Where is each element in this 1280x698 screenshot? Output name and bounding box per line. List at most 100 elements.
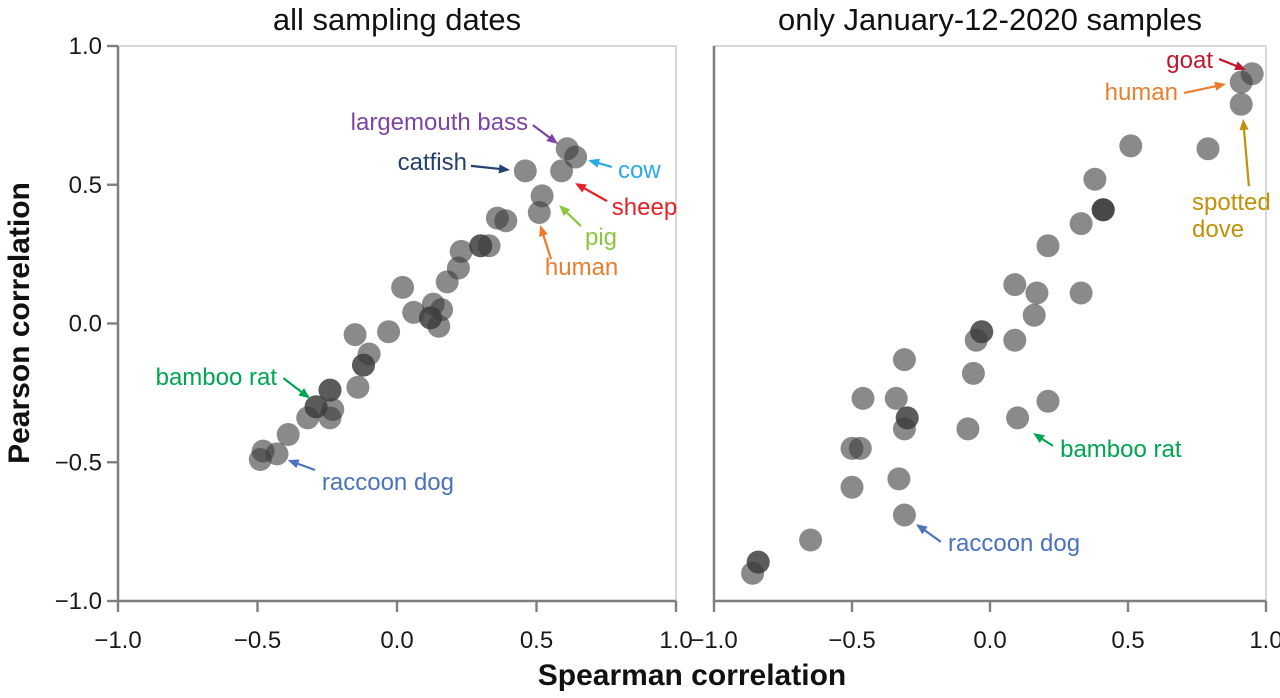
x-axis-label: Spearman correlation <box>537 659 847 692</box>
annotation-label-spotted-dove: spotted <box>1192 189 1271 216</box>
annotation-label-bamboo-rat: bamboo rat <box>156 364 278 391</box>
point-raccoon-dog <box>892 503 916 527</box>
annotation-arrowhead-pig <box>559 205 571 216</box>
annotation-arrow-largemouth-bass <box>532 124 553 141</box>
data-point <box>346 375 370 399</box>
data-point <box>1069 212 1093 236</box>
point-human <box>1229 70 1253 94</box>
annotation-arrowhead-bamboo-rat <box>1033 433 1045 443</box>
annotation-arrow-spotted-dove <box>1242 126 1250 187</box>
annotation-label-human: human <box>1105 79 1178 106</box>
annotation-arrowhead-bamboo-rat <box>298 388 310 399</box>
data-point <box>892 348 916 372</box>
x-tick-label: 0.0 <box>380 627 413 654</box>
annotation-arrow-raccoon-dog <box>294 461 316 472</box>
x-tick-label: 0.5 <box>520 627 553 654</box>
annotation-arrowhead-catfish <box>498 164 510 174</box>
x-tick-label: −0.5 <box>234 627 281 654</box>
data-point <box>848 436 872 460</box>
data-point <box>276 423 300 446</box>
annotation-arrow-goat <box>1218 58 1240 68</box>
data-point <box>799 528 823 552</box>
data-point <box>741 561 765 585</box>
point-human <box>527 201 551 224</box>
data-point <box>1036 389 1060 413</box>
data-point <box>964 328 988 352</box>
left-panel-title: all sampling dates <box>272 2 522 37</box>
annotation-arrow-human <box>541 232 553 260</box>
point-sheep <box>550 159 574 183</box>
data-point <box>1119 134 1143 158</box>
data-point <box>435 270 459 294</box>
y-tick-label: −1.0 <box>55 588 102 615</box>
data-point <box>318 406 342 430</box>
data-point <box>956 417 980 441</box>
data-point <box>1091 198 1115 222</box>
x-tick-label: 0.5 <box>1111 627 1144 654</box>
annotation-arrow-bamboo-rat <box>282 377 305 395</box>
annotation-arrowhead-largemouth-bass <box>546 133 558 144</box>
data-point <box>248 448 272 471</box>
data-point <box>1022 303 1046 327</box>
data-point <box>887 467 911 491</box>
y-tick-label: −0.5 <box>55 449 102 476</box>
data-point <box>1196 137 1220 161</box>
data-point <box>477 234 501 258</box>
annotation-label-largemouth-bass: largemouth bass <box>351 109 528 136</box>
data-point <box>1025 281 1049 305</box>
annotation-label-spotted-dove: dove <box>1192 216 1244 243</box>
annotation-label-cow: cow <box>618 157 661 184</box>
y-axis-label: Pearson correlation <box>3 182 36 464</box>
data-point <box>851 386 875 410</box>
x-tick-label: −0.5 <box>828 627 875 654</box>
data-point <box>1003 328 1027 352</box>
point-catfish <box>513 159 537 183</box>
data-point <box>1036 234 1060 258</box>
x-tick-label: 1.0 <box>1249 627 1280 654</box>
data-point <box>296 406 320 430</box>
data-point <box>892 417 916 441</box>
annotation-label-raccoon-dog: raccoon dog <box>322 469 454 496</box>
annotation-label-goat: goat <box>1166 47 1213 74</box>
annotation-arrowhead-human <box>1214 81 1226 91</box>
data-point <box>884 386 908 410</box>
data-point <box>840 475 864 499</box>
data-point <box>494 209 518 233</box>
point-spotted-dove <box>1229 92 1253 116</box>
annotation-arrow-sheep <box>581 186 608 203</box>
annotation-label-sheep: sheep <box>612 194 677 221</box>
annotation-arrowhead-cow <box>588 158 600 168</box>
x-tick-label: −1.0 <box>690 627 737 654</box>
annotation-arrowhead-raccoon-dog <box>287 459 300 469</box>
data-point <box>1003 273 1027 297</box>
data-point <box>343 323 367 347</box>
data-point <box>391 275 415 299</box>
annotation-arrowhead-goat <box>1234 61 1247 70</box>
annotation-arrow-catfish <box>470 164 503 171</box>
annotation-label-catfish: catfish <box>398 149 467 176</box>
data-point <box>1069 281 1093 305</box>
y-tick-label: 0.5 <box>69 172 102 199</box>
y-tick-label: 0.0 <box>69 311 102 338</box>
data-point <box>961 361 985 385</box>
annotation-arrow-human <box>1183 84 1219 94</box>
x-tick-label: 0.0 <box>973 627 1006 654</box>
point-cow <box>564 145 588 169</box>
annotation-arrowhead-spotted-dove <box>1239 119 1249 131</box>
annotation-arrowhead-raccoon-dog <box>916 524 928 535</box>
data-point <box>427 314 451 338</box>
y-tick-label: 1.0 <box>69 33 102 60</box>
panel-all-dates: −1.0 −0.5 0.0 0.5 1.0 1.0 0.5 0.0 −0.5 −1.0 largem… <box>55 33 693 654</box>
annotation-label-human: human <box>545 254 618 281</box>
annotation-label-bamboo-rat: bamboo rat <box>1060 436 1182 463</box>
annotation-label-raccoon-dog: raccoon dog <box>948 530 1080 557</box>
annotation-label-pig: pig <box>585 224 617 251</box>
data-point <box>1083 167 1107 191</box>
annotation-arrowhead-sheep <box>575 183 587 193</box>
right-panel-title: only January-12-2020 samples <box>778 2 1202 37</box>
annotation-arrowhead-human <box>539 225 548 237</box>
x-tick-label: 1.0 <box>659 627 692 654</box>
